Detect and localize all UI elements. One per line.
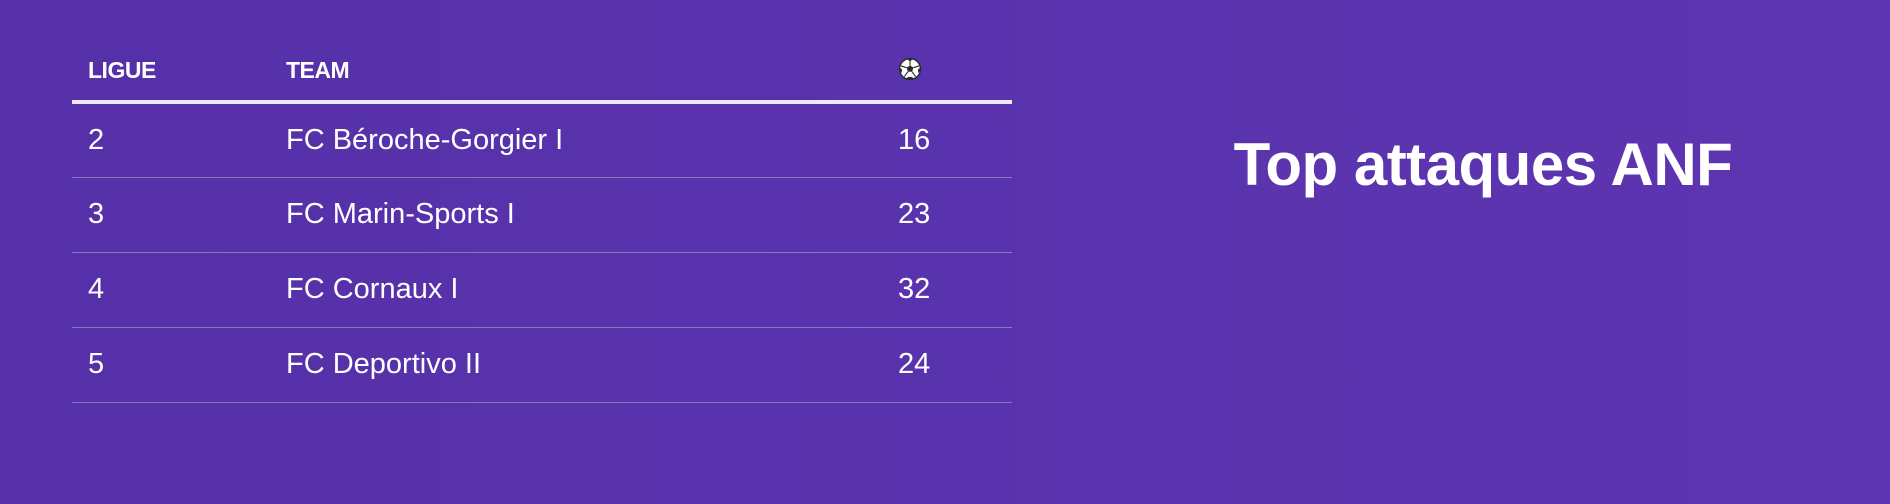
standings-table-container: LIGUE TEAM	[72, 40, 1012, 403]
header-ligue: LIGUE	[88, 56, 156, 83]
table-row: 2 FC Béroche-Gorgier I 16	[72, 102, 1012, 177]
table-body: 2 FC Béroche-Gorgier I 16 3 FC Marin-Spo…	[72, 102, 1012, 402]
page-title: Top attaques ANF	[1233, 131, 1733, 198]
cell-goals: 32	[898, 273, 931, 305]
cell-ligue: 5	[88, 348, 105, 380]
table-header: LIGUE TEAM	[72, 40, 1012, 102]
cell-team: FC Cornaux I	[286, 273, 459, 305]
table-row: 4 FC Cornaux I 32	[72, 252, 1012, 327]
cell-team: FC Marin-Sports I	[286, 198, 515, 230]
cell-goals: 23	[898, 198, 931, 230]
table-row: 3 FC Marin-Sports I 23	[72, 177, 1012, 252]
soccer-ball-icon	[898, 57, 922, 81]
cell-team: FC Béroche-Gorgier I	[286, 123, 564, 156]
cell-ligue: 2	[88, 123, 105, 156]
standings-table: LIGUE TEAM	[72, 40, 1012, 403]
header-goals	[898, 40, 1012, 102]
cell-ligue: 3	[88, 198, 105, 230]
table-row: 5 FC Deportivo II 24	[72, 327, 1012, 402]
cell-goals: 24	[898, 348, 931, 380]
header-team: TEAM	[286, 56, 350, 83]
header-row: LIGUE TEAM	[72, 40, 1012, 102]
cell-goals: 16	[898, 123, 931, 156]
cell-ligue: 4	[88, 273, 105, 305]
cell-team: FC Deportivo II	[286, 348, 481, 380]
